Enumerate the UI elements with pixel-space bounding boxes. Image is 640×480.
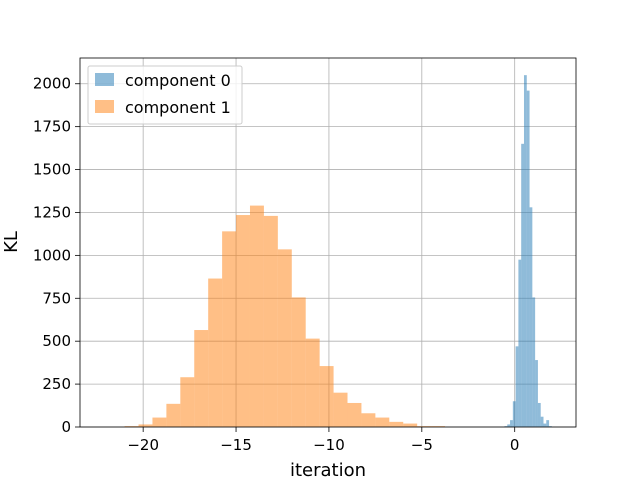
histogram-bar-component-1: [291, 297, 306, 427]
y-tick-label: 1250: [33, 203, 71, 221]
legend-box: [87, 65, 243, 125]
plot-frame: [79, 57, 577, 428]
histogram-bar-component-0: [518, 259, 522, 427]
histogram-bar-component-0: [532, 297, 536, 427]
histogram-bar-component-1: [417, 426, 432, 427]
x-axis-label: iteration: [290, 460, 366, 480]
histogram-bar-component-1: [208, 278, 223, 427]
histogram-bar-component-0: [523, 75, 527, 428]
histogram-bar-component-1: [403, 423, 418, 427]
histogram-bar-component-1: [431, 426, 446, 427]
y-tick-label: 250: [42, 375, 71, 393]
legend-swatch-component-1: [95, 100, 114, 113]
legend-label-component-1: component 1: [125, 98, 231, 117]
histogram-bar-component-1: [249, 205, 264, 427]
y-tick-label: 1500: [33, 161, 71, 179]
histogram-bar-component-1: [347, 402, 362, 427]
histogram-bar-component-1: [180, 377, 195, 427]
histogram-bar-component-1: [277, 249, 292, 427]
histogram-bar-component-0: [540, 416, 544, 427]
y-tick-label: 750: [42, 289, 71, 307]
histogram-bar-component-0: [510, 420, 513, 427]
histogram-bar-component-1: [333, 392, 348, 427]
histogram-bar-component-0: [546, 420, 550, 427]
histogram-bar-component-0: [507, 424, 511, 427]
y-tick-label: 2000: [33, 75, 71, 93]
histogram-bar-component-1: [305, 338, 320, 427]
y-tick-label: 1750: [33, 118, 71, 136]
x-tick-label: −15: [220, 436, 252, 454]
y-axis: 0 250 500 750 1000 1250 1500 1750 2000: [33, 75, 80, 436]
histogram-bar-component-1: [124, 426, 139, 427]
histogram-bar-component-0: [521, 143, 524, 427]
histogram-bar-component-0: [543, 423, 547, 427]
histogram-bar-component-0: [529, 207, 533, 427]
x-tick-label: −10: [313, 436, 345, 454]
y-tick-label: 0: [61, 418, 71, 436]
histogram-bar-component-0: [549, 426, 552, 427]
histogram-bar-component-0: [526, 90, 530, 427]
histogram-bar-component-1: [319, 366, 334, 427]
histogram-bar-component-1: [236, 215, 250, 427]
grid-lines: [80, 58, 576, 428]
histogram-bar-component-0: [512, 401, 516, 427]
histogram-bar-component-0: [537, 402, 541, 427]
x-tick-label: −5: [411, 436, 433, 454]
x-tick-label: −20: [127, 436, 159, 454]
histogram-bar-component-1: [166, 403, 181, 427]
histogram-bar-component-1: [222, 231, 237, 427]
y-axis-label: KL: [1, 231, 22, 253]
histogram-bar-component-1: [361, 413, 376, 427]
histogram-bar-component-1: [138, 424, 153, 427]
histogram-bar-component-1: [375, 417, 390, 427]
histogram-bar-component-1: [389, 421, 404, 427]
histogram-bars: [124, 75, 552, 428]
x-axis: −20 −15 −10 −5 0: [127, 427, 519, 454]
legend-swatch-component-0: [95, 73, 114, 86]
histogram-bar-component-0: [535, 360, 538, 427]
y-tick-label: 500: [42, 332, 71, 350]
legend: component 0 component 1: [87, 65, 243, 125]
legend-label-component-0: component 0: [125, 71, 231, 90]
histogram-bar-component-0: [504, 426, 508, 427]
y-tick-label: 1000: [33, 246, 71, 264]
histogram-bar-component-1: [194, 330, 209, 427]
x-tick-label: 0: [510, 436, 520, 454]
histogram-bar-component-0: [515, 346, 519, 427]
histogram-bar-component-1: [152, 417, 167, 427]
histogram-bar-component-1: [263, 215, 278, 427]
